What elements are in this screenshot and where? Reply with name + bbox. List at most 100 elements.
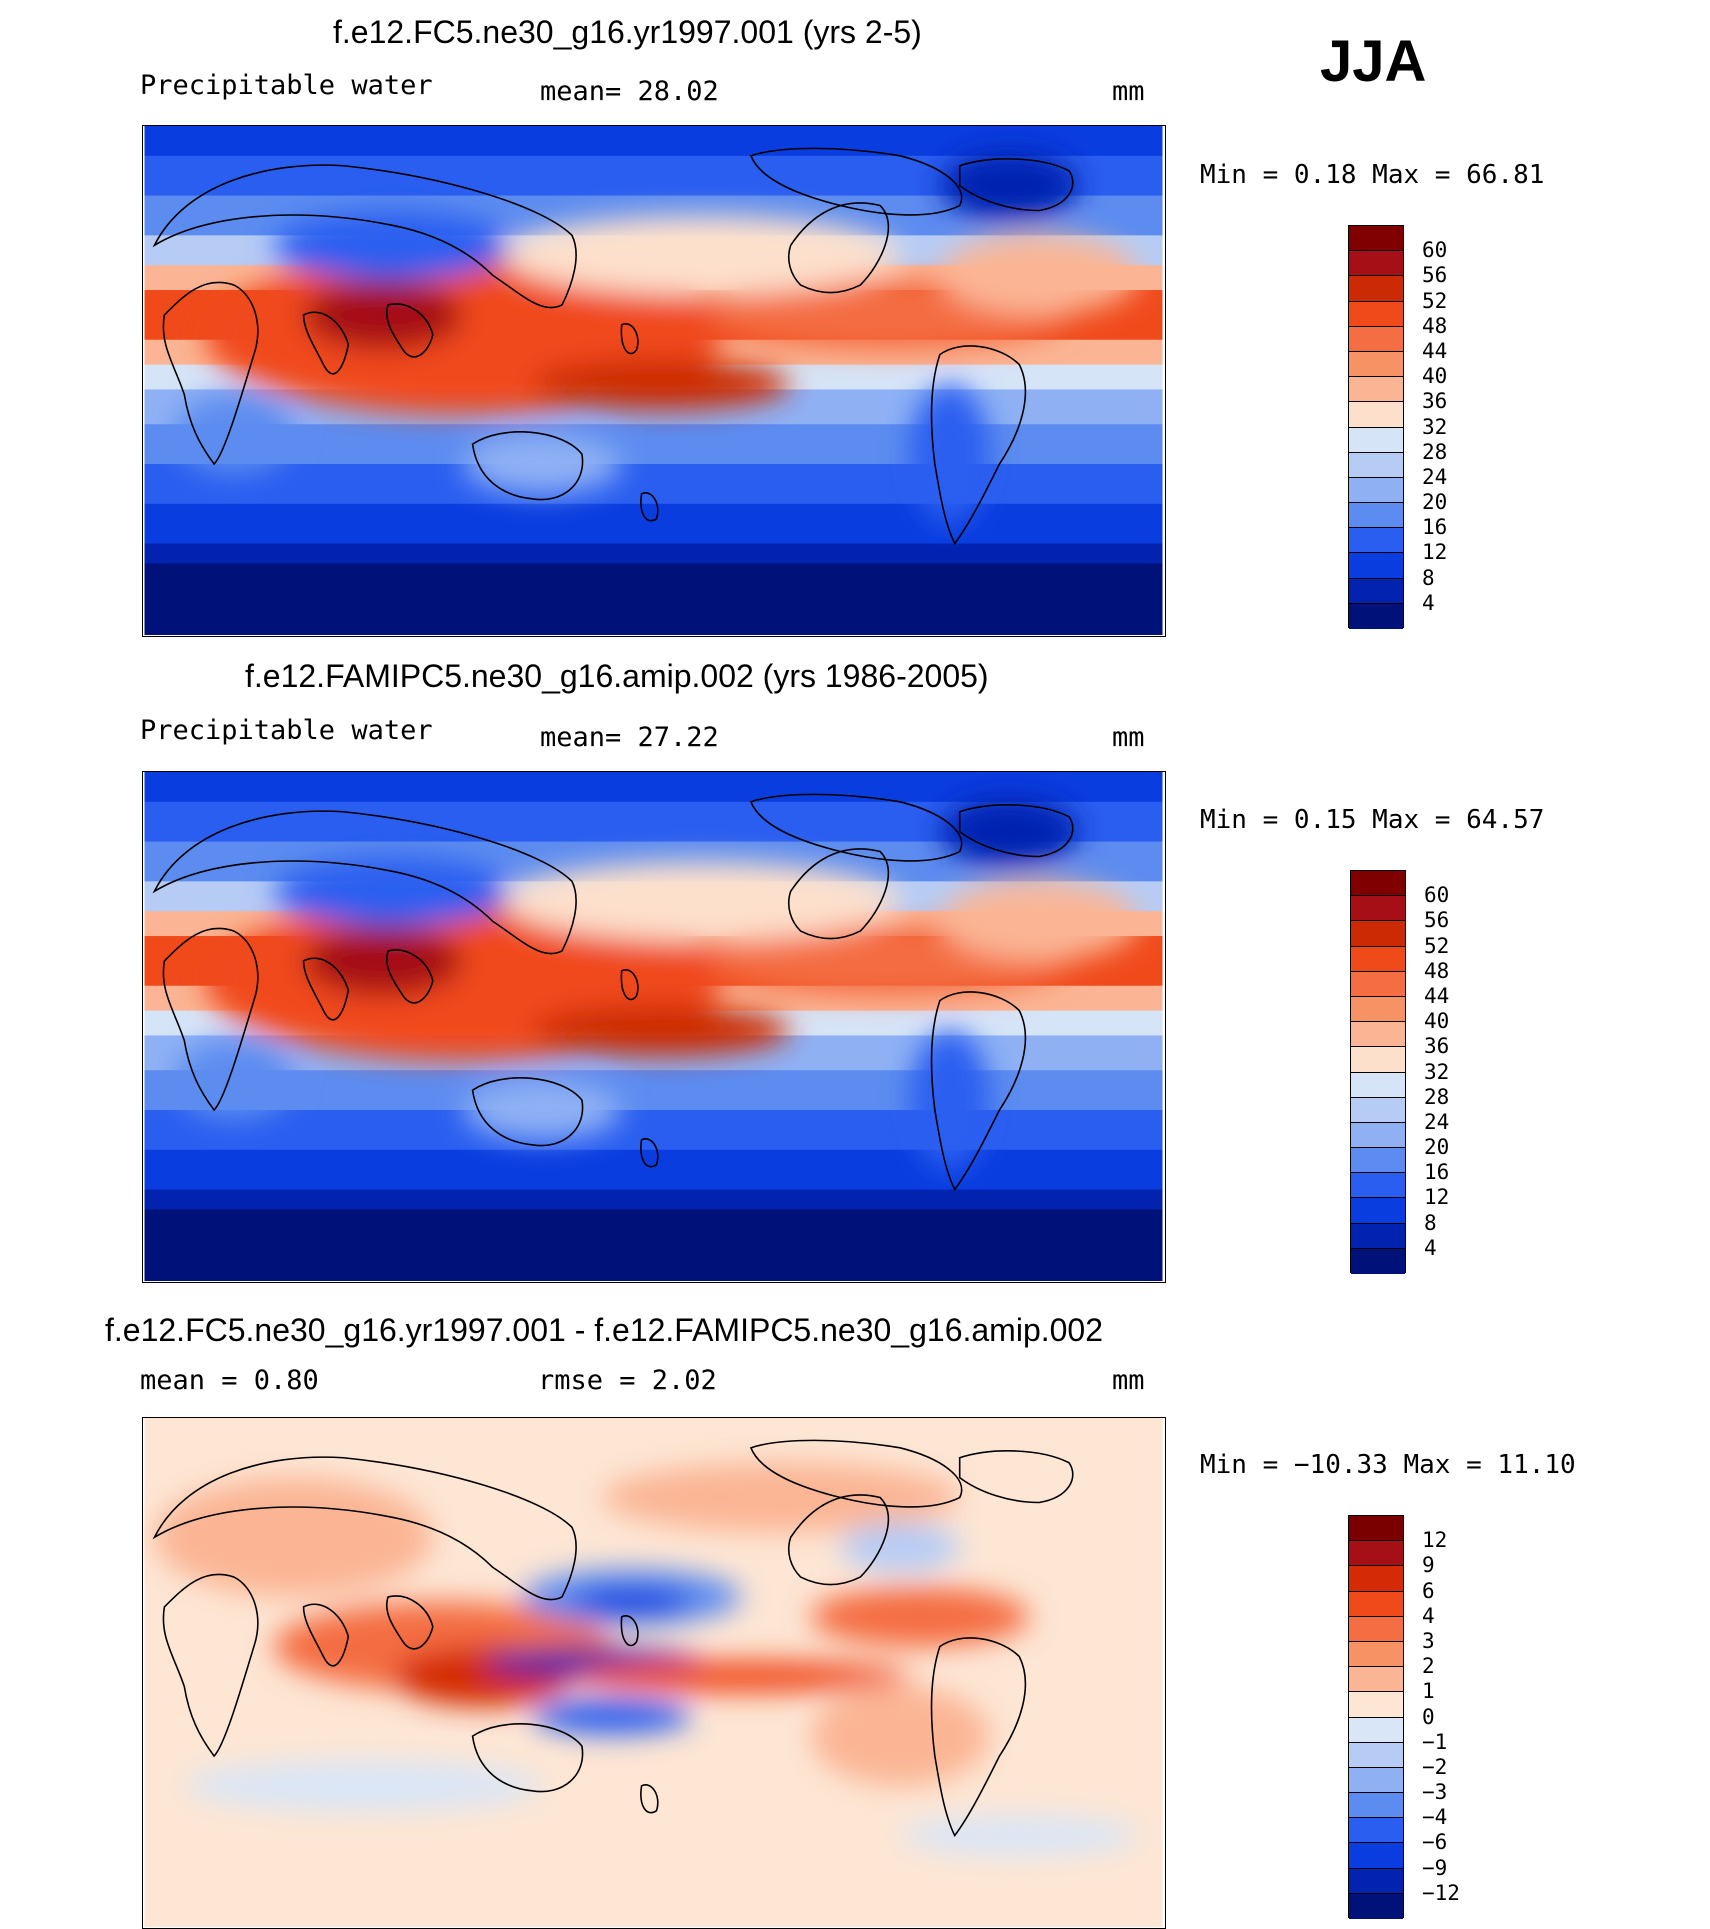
colorbar-box	[1349, 528, 1403, 554]
colorbar-box	[1349, 301, 1403, 327]
colorbar-box	[1351, 1022, 1405, 1048]
panel3-units: mm	[1112, 1365, 1145, 1396]
colorbar-box	[1351, 1173, 1405, 1199]
colorbar-tick-label: 40	[1424, 1009, 1450, 1034]
colorbar-box	[1351, 1198, 1405, 1224]
colorbar-tick-label: 36	[1422, 389, 1448, 414]
colorbar-box	[1349, 326, 1403, 352]
colorbar-box	[1349, 1793, 1403, 1819]
colorbar-box	[1349, 276, 1403, 302]
colorbar-box	[1349, 553, 1403, 579]
colorbar-tick-label: 3	[1422, 1628, 1435, 1653]
colorbar-tick-label: 4	[1424, 1235, 1437, 1260]
panel2-min-max: Min = 0.15 Max = 64.57	[1200, 805, 1545, 835]
season-label: JJA	[1320, 29, 1427, 94]
colorbar-tick-label: 60	[1422, 238, 1448, 263]
colorbar-tick-label: 0	[1422, 1704, 1435, 1729]
colorbar-tick-label: −1	[1422, 1729, 1448, 1754]
panel3-colorbar	[1348, 1515, 1404, 1919]
colorbar-tick-label: 52	[1422, 288, 1448, 313]
colorbar-tick-label: 32	[1422, 414, 1448, 439]
panel3-title: f.e12.FC5.ne30_g16.yr1997.001 - f.e12.FA…	[105, 1312, 1104, 1348]
colorbar-box	[1351, 871, 1405, 897]
colorbar-tick-label: 44	[1424, 983, 1450, 1008]
colorbar-tick-label: 56	[1422, 263, 1448, 288]
panel1-min-max: Min = 0.18 Max = 66.81	[1200, 160, 1545, 190]
colorbar-tick-label: 24	[1424, 1109, 1450, 1134]
colorbar-box	[1349, 1692, 1403, 1718]
colorbar-box	[1349, 377, 1403, 403]
colorbar-box	[1349, 1641, 1403, 1668]
colorbar-box	[1349, 1566, 1403, 1592]
panel2-colorbar	[1350, 870, 1406, 1274]
colorbar-tick-label: −9	[1422, 1855, 1448, 1880]
contour-field	[144, 126, 1163, 635]
colorbar-tick-label: 52	[1424, 933, 1450, 958]
colorbar-box	[1349, 1843, 1403, 1869]
colorbar-box	[1351, 896, 1405, 922]
colorbar-tick-label: 44	[1422, 338, 1448, 363]
panel1-field-label: Precipitable water	[140, 70, 433, 101]
colorbar-box	[1351, 1047, 1405, 1073]
colorbar-tick-label: 6	[1422, 1578, 1435, 1603]
colorbar-box	[1351, 1248, 1405, 1274]
colorbar-box	[1349, 1893, 1403, 1919]
colorbar-tick-label: 16	[1422, 515, 1448, 540]
colorbar-box	[1351, 996, 1405, 1023]
colorbar-box	[1349, 477, 1403, 504]
colorbar-box	[1351, 1122, 1405, 1149]
colorbar-box	[1349, 402, 1403, 428]
colorbar-tick-label: 24	[1422, 464, 1448, 489]
colorbar-box	[1351, 921, 1405, 947]
colorbar-box	[1351, 1072, 1405, 1098]
colorbar-box	[1349, 503, 1403, 529]
colorbar-tick-label: 12	[1424, 1185, 1450, 1210]
colorbar-tick-label: 1	[1422, 1679, 1435, 1704]
panel3-min-max: Min = −10.33 Max = 11.10	[1200, 1450, 1576, 1480]
colorbar-box	[1349, 427, 1403, 453]
colorbar-tick-label: −3	[1422, 1780, 1448, 1805]
panel1-title: f.e12.FC5.ne30_g16.yr1997.001 (yrs 2-5)	[333, 14, 922, 50]
colorbar-tick-label: 36	[1424, 1034, 1450, 1059]
panel1-colorbar	[1348, 225, 1404, 629]
colorbar-box	[1349, 1591, 1403, 1617]
panel2-title: f.e12.FAMIPC5.ne30_g16.amip.002 (yrs 198…	[245, 658, 989, 694]
contour-field	[144, 1418, 1163, 1927]
colorbar-tick-label: 40	[1422, 364, 1448, 389]
panel2-units: mm	[1112, 722, 1145, 753]
colorbar-box	[1351, 1223, 1405, 1249]
colorbar-tick-label: 8	[1422, 565, 1435, 590]
colorbar-tick-label: 28	[1422, 439, 1448, 464]
colorbar-box	[1349, 1717, 1403, 1743]
colorbar-tick-label: 9	[1422, 1553, 1435, 1578]
colorbar-box	[1349, 1818, 1403, 1844]
colorbar-box	[1351, 1148, 1405, 1174]
colorbar-box	[1349, 1667, 1403, 1693]
colorbar-box	[1349, 1767, 1403, 1794]
colorbar-tick-label: 28	[1424, 1084, 1450, 1109]
panel3-mean-label: mean = 0.80	[140, 1365, 319, 1396]
colorbar-tick-label: 4	[1422, 590, 1435, 615]
colorbar-tick-label: 16	[1424, 1160, 1450, 1185]
colorbar-tick-label: 56	[1424, 908, 1450, 933]
colorbar-box	[1349, 251, 1403, 277]
colorbar-tick-label: 48	[1424, 958, 1450, 983]
panel1-map	[142, 125, 1166, 637]
colorbar-tick-label: −12	[1422, 1880, 1460, 1905]
colorbar-box	[1349, 452, 1403, 478]
colorbar-box	[1349, 603, 1403, 629]
colorbar-box	[1349, 1742, 1403, 1768]
colorbar-tick-label: −6	[1422, 1830, 1448, 1855]
colorbar-box	[1349, 1541, 1403, 1567]
colorbar-box	[1349, 226, 1403, 252]
colorbar-tick-label: 12	[1422, 1528, 1448, 1553]
panel1-units: mm	[1112, 76, 1145, 107]
colorbar-tick-label: 48	[1422, 313, 1448, 338]
colorbar-box	[1349, 1616, 1403, 1642]
colorbar-box	[1349, 1516, 1403, 1542]
panel3-map	[142, 1417, 1166, 1929]
panel1-mean-label: mean= 28.02	[540, 76, 719, 107]
panel2-field-label: Precipitable water	[140, 715, 433, 746]
panel2-mean-label: mean= 27.22	[540, 722, 719, 753]
colorbar-tick-label: 60	[1424, 883, 1450, 908]
